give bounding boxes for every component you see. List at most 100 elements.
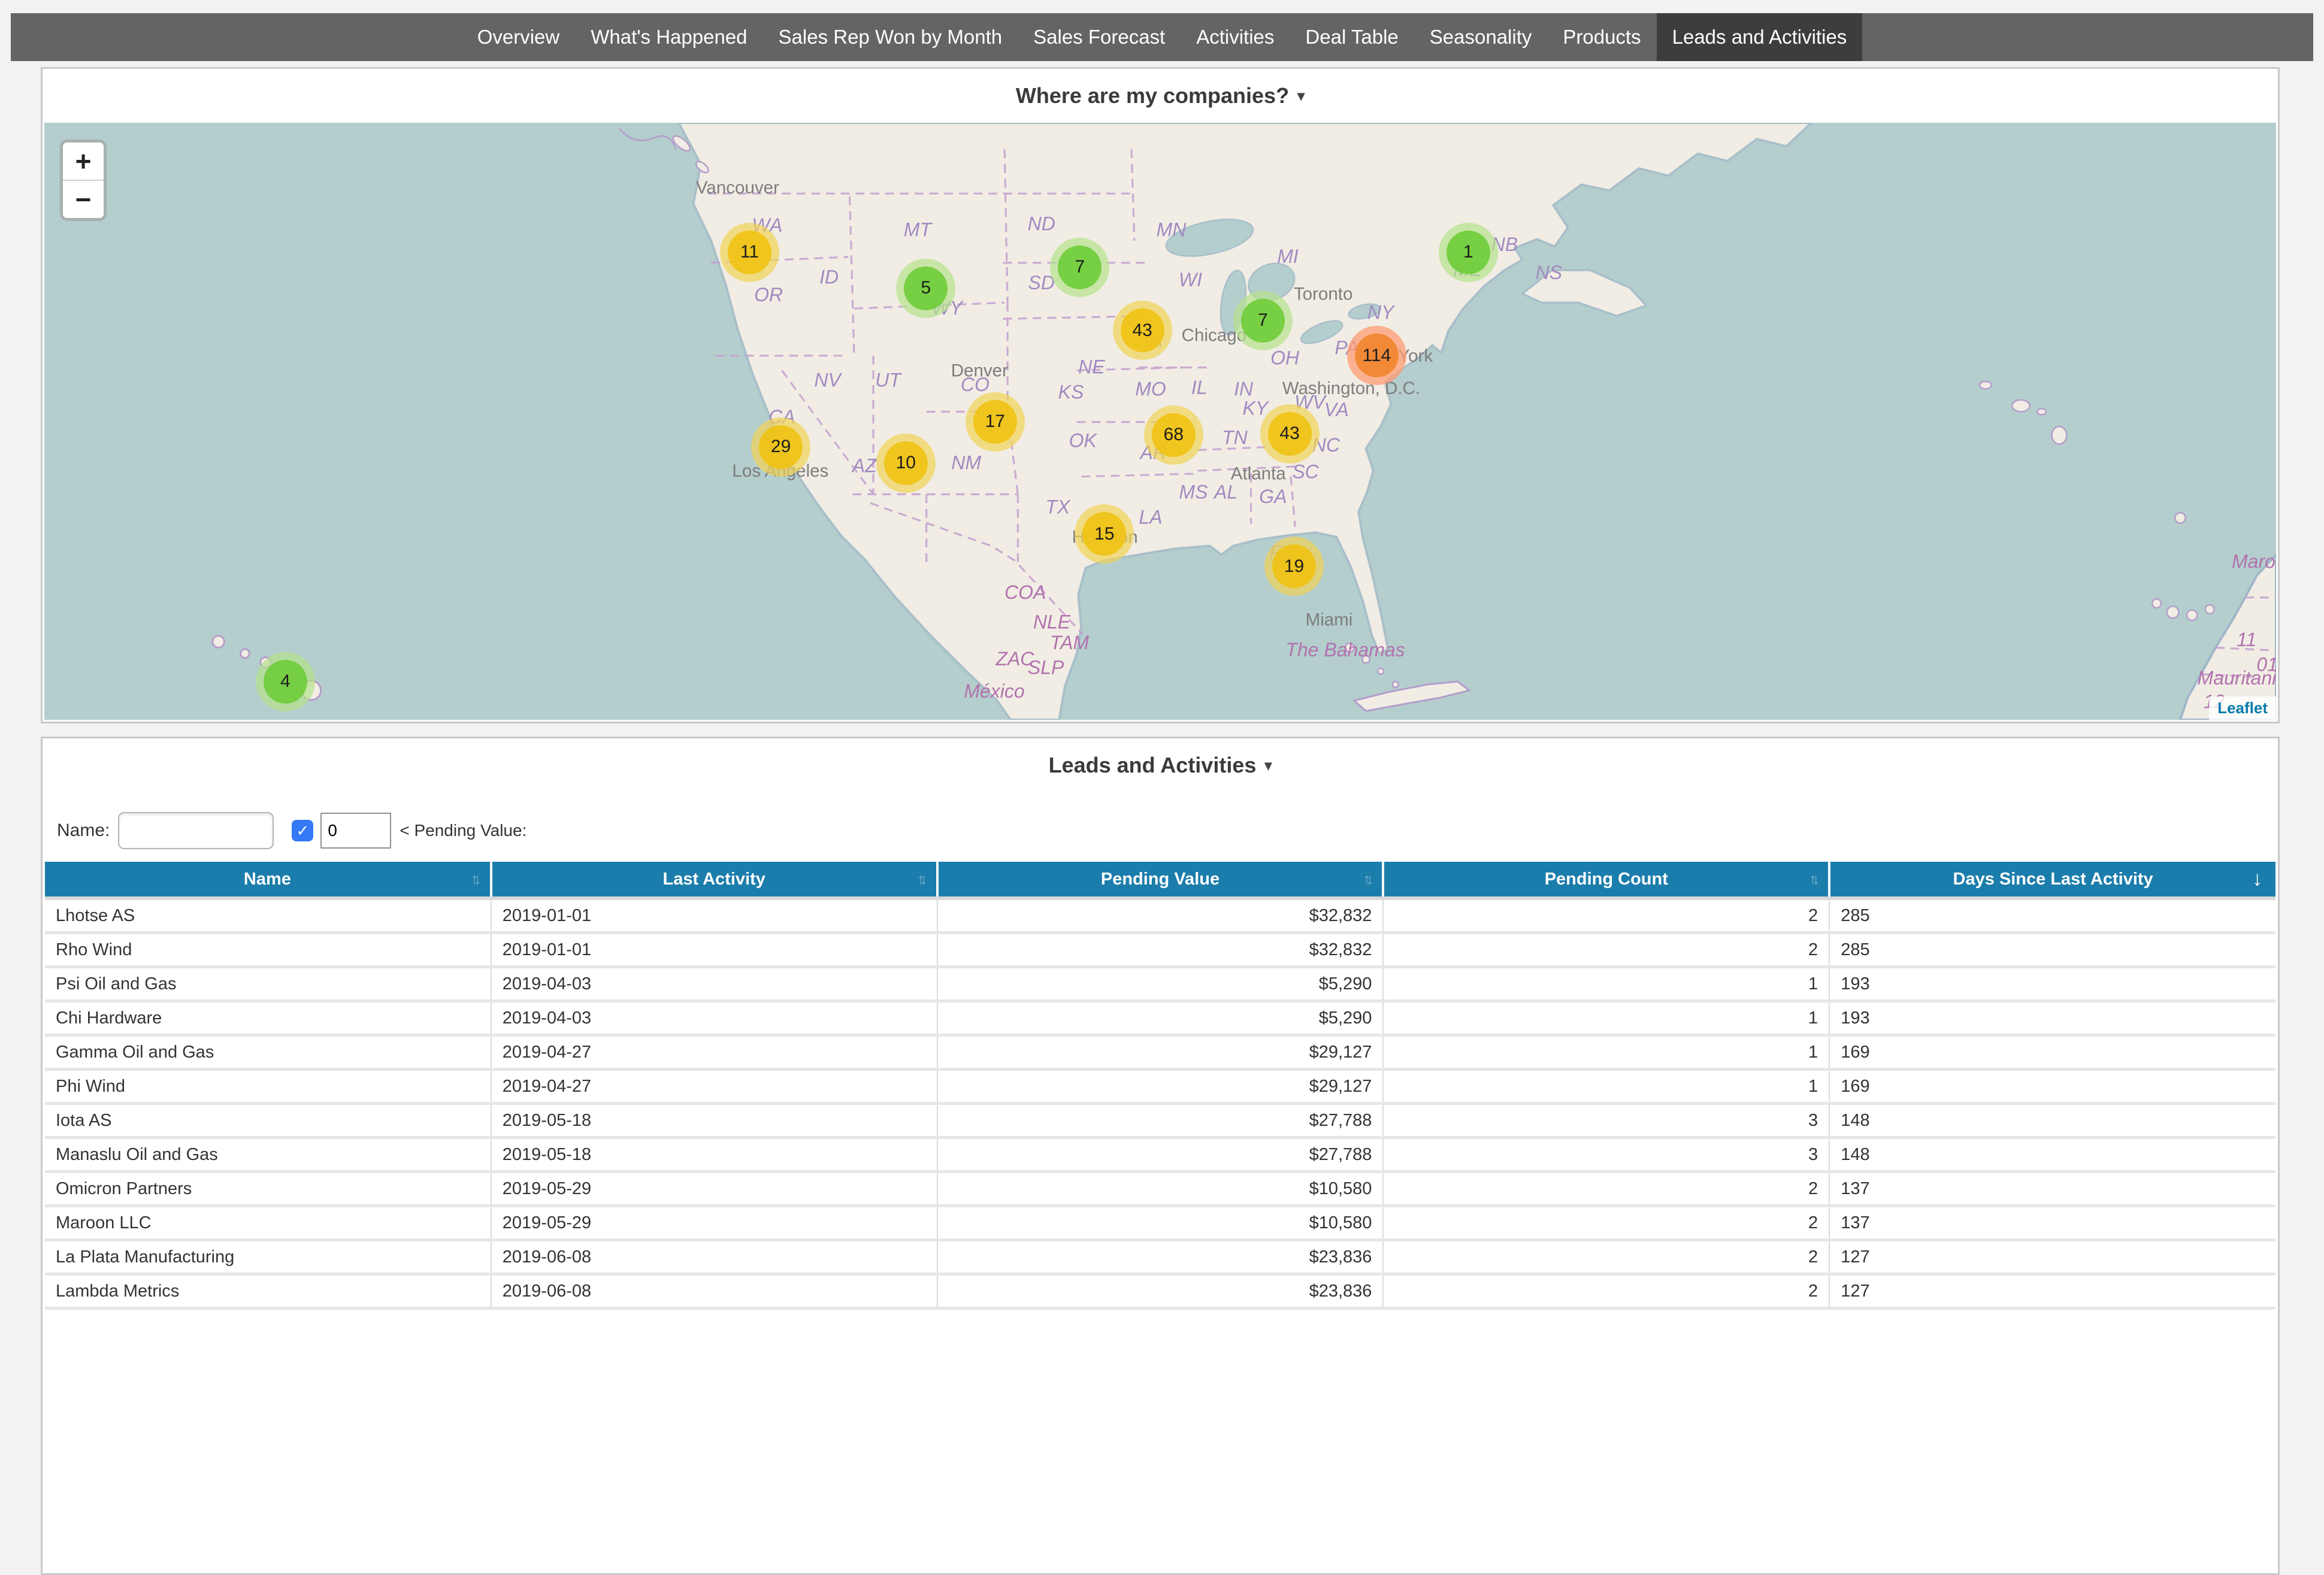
- cell-name: Psi Oil and Gas: [45, 967, 492, 1002]
- cluster-marker-17[interactable]: 17: [965, 392, 1025, 452]
- nav-tab-overview[interactable]: Overview: [477, 26, 560, 48]
- cell-last-activity: 2019-04-03: [491, 967, 938, 1002]
- cell-pending-value: $23,836: [937, 1274, 1384, 1310]
- cluster-marker-4[interactable]: 4: [255, 652, 315, 711]
- cluster-marker-5[interactable]: 5: [896, 258, 956, 318]
- cluster-marker-10[interactable]: 10: [876, 433, 936, 493]
- sort-both-icon: ↑↓: [1809, 870, 1820, 888]
- table-row: Psi Oil and Gas 2019-04-03 $5,290 1 193: [45, 967, 2275, 1002]
- leads-panel-title-dropdown[interactable]: Leads and Activities ▾: [43, 738, 2278, 792]
- leads-panel-title: Leads and Activities: [1048, 753, 1257, 777]
- cluster-marker-7[interactable]: 7: [1233, 290, 1293, 350]
- cell-pending-value: $29,127: [937, 1035, 1384, 1071]
- cluster-count: 11: [727, 230, 771, 274]
- cluster-marker-7[interactable]: 7: [1050, 237, 1110, 297]
- map-label-state-ne: NE: [1078, 356, 1105, 377]
- map-label-state-co: CO: [961, 374, 989, 395]
- column-header-last-activity[interactable]: Last Activity ↑↓: [491, 862, 939, 900]
- nav-tab-seasonality[interactable]: Seasonality: [1429, 26, 1532, 48]
- leaflet-map[interactable]: WAORIDMTWYNVUTCAAZNMCONDSDNEKSOKTXMNWIIA…: [44, 123, 2276, 720]
- map-label-state-ut: UT: [875, 369, 902, 391]
- map-label-city-vancouver: Vancouver: [696, 178, 779, 198]
- map-label-state-ms: MS: [1179, 481, 1208, 503]
- map-panel-title-dropdown[interactable]: Where are my companies? ▾: [43, 69, 2278, 123]
- map-islands-pacific-nw: [619, 128, 709, 174]
- cell-last-activity: 2019-05-18: [491, 1103, 938, 1139]
- pending-value-label: < Pending Value:: [400, 821, 527, 840]
- table-row: Iota AS 2019-05-18 $27,788 3 148: [45, 1103, 2275, 1139]
- map-label-state-va: VA: [1324, 399, 1349, 420]
- map-label-region-the-bahamas: The Bahamas: [1285, 639, 1405, 661]
- cluster-marker-43[interactable]: 43: [1112, 301, 1172, 361]
- map-label-state-ks: KS: [1058, 381, 1084, 402]
- pending-value-checkbox[interactable]: ✓: [292, 820, 314, 841]
- map-label-state-nd: ND: [1028, 213, 1055, 235]
- chevron-down-icon: ▾: [1264, 757, 1272, 774]
- cell-pending-value: $5,290: [937, 967, 1384, 1002]
- cluster-count: 29: [759, 425, 803, 469]
- nav-tab-sales-rep-won-by-month[interactable]: Sales Rep Won by Month: [778, 26, 1003, 48]
- leaflet-attribution-link[interactable]: Leaflet: [2209, 696, 2276, 720]
- name-filter-input[interactable]: [118, 812, 274, 849]
- leads-table-header-row: Name ↑↓ Last Activity ↑↓ Pending Value ↑↓ Pend…: [45, 862, 2275, 900]
- map-label-city-miami: Miami: [1306, 610, 1353, 629]
- map-label-region-zac: ZAC: [995, 648, 1034, 670]
- table-row: Lhotse AS 2019-01-01 $32,832 2 285: [45, 898, 2275, 934]
- map-label-state-ny: NY: [1367, 301, 1396, 323]
- map-label-state-tx: TX: [1045, 496, 1071, 517]
- column-header-pending-value[interactable]: Pending Value ↑↓: [937, 862, 1385, 900]
- cell-days-since-last-activity: 127: [1829, 1274, 2275, 1310]
- column-label: Last Activity: [662, 869, 765, 889]
- map-label-region-01: 01: [2256, 654, 2276, 676]
- cluster-marker-43[interactable]: 43: [1260, 404, 1320, 464]
- cluster-marker-1[interactable]: 1: [1438, 222, 1498, 282]
- cluster-marker-68[interactable]: 68: [1143, 405, 1203, 465]
- cell-last-activity: 2019-05-18: [491, 1137, 938, 1173]
- nav-tab-what-s-happened[interactable]: What's Happened: [591, 26, 748, 48]
- column-label: Name: [243, 869, 291, 889]
- leads-panel: Leads and Activities ▾ Name: ✓ < Pending…: [41, 737, 2280, 1575]
- nav-tab-sales-forecast[interactable]: Sales Forecast: [1033, 26, 1166, 48]
- cell-pending-count: 1: [1383, 1001, 1830, 1037]
- cell-name: Maroon LLC: [45, 1206, 492, 1241]
- column-header-name[interactable]: Name ↑↓: [45, 862, 492, 900]
- cluster-count: 19: [1272, 544, 1317, 589]
- map-label-state-nm: NM: [951, 452, 981, 474]
- map-label-state-tn: TN: [1222, 427, 1248, 449]
- cluster-marker-19[interactable]: 19: [1264, 537, 1324, 596]
- map-land-cuba: [1352, 680, 1472, 712]
- cell-name: Rho Wind: [45, 932, 492, 968]
- cluster-marker-15[interactable]: 15: [1075, 504, 1134, 564]
- cluster-marker-114[interactable]: 114: [1346, 326, 1406, 386]
- cell-days-since-last-activity: 137: [1829, 1171, 2275, 1207]
- map-label-state-ga: GA: [1259, 486, 1287, 507]
- column-header-days-since-last-activity[interactable]: Days Since Last Activity ↓: [1829, 862, 2275, 900]
- cluster-marker-29[interactable]: 29: [751, 417, 811, 477]
- map-label-state-az: AZ: [851, 455, 877, 476]
- chevron-down-icon: ▾: [1297, 87, 1305, 104]
- zoom-out-button[interactable]: −: [63, 181, 104, 218]
- table-row: Maroon LLC 2019-05-29 $10,580 2 137: [45, 1206, 2275, 1241]
- nav-tab-leads-and-activities[interactable]: Leads and Activities: [1656, 13, 1863, 61]
- map-label-state-mn: MN: [1157, 219, 1187, 241]
- nav-tab-deal-table[interactable]: Deal Table: [1305, 26, 1399, 48]
- map-label-state-sd: SD: [1028, 272, 1055, 293]
- map-label-city-denver: Denver: [951, 361, 1008, 380]
- map-land-africa: [2178, 553, 2276, 720]
- cell-pending-value: $10,580: [937, 1206, 1384, 1241]
- nav-tab-activities[interactable]: Activities: [1196, 26, 1275, 48]
- table-row: La Plata Manufacturing 2019-06-08 $23,836 2…: [45, 1240, 2275, 1276]
- nav-tab-products[interactable]: Products: [1563, 26, 1641, 48]
- cell-days-since-last-activity: 193: [1829, 967, 2275, 1002]
- map-land-nova-scotia: [1520, 269, 1648, 317]
- map-label-state-ns: NS: [1536, 262, 1562, 283]
- cell-name: Lhotse AS: [45, 898, 492, 934]
- cell-name: Chi Hardware: [45, 1001, 492, 1037]
- zoom-in-button[interactable]: +: [63, 143, 104, 181]
- cell-pending-count: 1: [1383, 1069, 1830, 1105]
- pending-value-input[interactable]: [320, 813, 392, 849]
- checkmark-icon: ✓: [296, 821, 310, 840]
- column-header-pending-count[interactable]: Pending Count ↑↓: [1383, 862, 1831, 900]
- cluster-count: 17: [973, 399, 1017, 444]
- cluster-marker-11[interactable]: 11: [719, 222, 779, 282]
